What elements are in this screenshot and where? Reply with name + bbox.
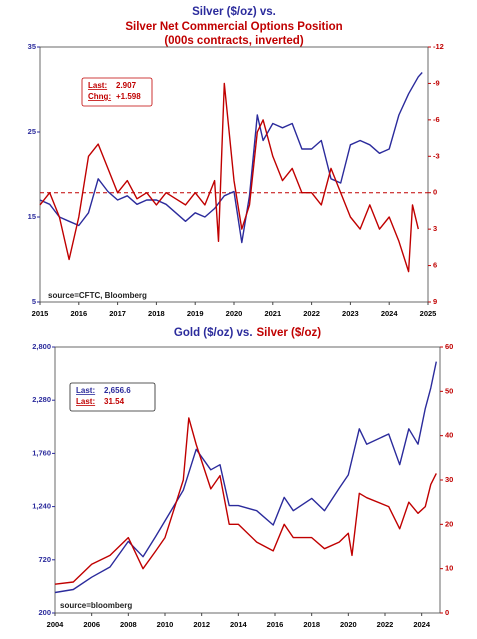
chart-title: Gold ($/oz) vs. Silver ($/oz) — [174, 327, 321, 339]
y-tick-label: 35 — [28, 42, 36, 51]
y2-tick-label: 50 — [445, 386, 453, 395]
title-part: Silver Net Commercial Options Position — [125, 21, 342, 33]
title-part: Gold ($/oz) vs. — [174, 327, 253, 339]
y-tick-label: 25 — [28, 127, 36, 136]
chart-title: Silver Net Commercial Options Position — [125, 21, 342, 33]
title-part: Silver ($/oz) vs. — [192, 6, 276, 18]
annotation-value: 2.907 — [116, 81, 137, 90]
annotation-box — [81, 77, 153, 107]
x-tick-label: 2022 — [303, 309, 320, 318]
x-tick-label: 2022 — [377, 620, 394, 629]
source-note: source=CFTC, Bloomberg — [48, 291, 147, 300]
annotation-label: Last: — [76, 386, 95, 395]
y-tick-label: 5 — [32, 297, 36, 306]
y2-tick-label: 60 — [445, 342, 453, 351]
x-tick-label: 2017 — [109, 309, 126, 318]
x-tick-label: 2025 — [420, 309, 437, 318]
y-tick-label: 2,280 — [32, 395, 51, 404]
y2-tick-label: 30 — [445, 475, 453, 484]
y2-tick-label: 3 — [433, 224, 437, 233]
x-tick-label: 2008 — [120, 620, 137, 629]
source-note: source=bloomberg — [60, 601, 132, 610]
title-part: Silver ($/oz) — [257, 327, 322, 339]
x-tick-label: 2014 — [230, 620, 248, 629]
y-tick-label: 200 — [38, 608, 51, 617]
chart-title: (000s contracts, inverted) — [164, 35, 304, 47]
x-tick-label: 2023 — [342, 309, 359, 318]
y2-tick-label: -6 — [433, 115, 440, 124]
y-tick-label: 720 — [38, 555, 51, 564]
chart-title: Silver ($/oz) vs. — [192, 6, 276, 18]
y-tick-label: 2,800 — [32, 342, 51, 351]
x-tick-label: 2006 — [83, 620, 100, 629]
x-tick-label: 2004 — [47, 620, 65, 629]
series-line — [54, 417, 437, 585]
x-tick-label: 2024 — [381, 309, 399, 318]
annotation-label: Chng: — [88, 92, 111, 101]
annotation-label: Last: — [76, 397, 95, 406]
y2-tick-label: 9 — [433, 297, 437, 306]
x-tick-label: 2012 — [193, 620, 210, 629]
annotation-value: 2,656.6 — [104, 386, 131, 395]
title-part: (000s contracts, inverted) — [164, 35, 304, 47]
series-line — [39, 72, 423, 244]
y2-tick-label: 40 — [445, 431, 453, 440]
x-tick-label: 2024 — [413, 620, 431, 629]
annotation-label: Last: — [88, 81, 107, 90]
x-tick-label: 2016 — [267, 620, 284, 629]
y2-tick-label: -9 — [433, 78, 440, 87]
x-tick-label: 2010 — [157, 620, 174, 629]
y2-tick-label: 0 — [433, 188, 437, 197]
y-tick-label: 1,760 — [32, 448, 51, 457]
y2-tick-label: 0 — [445, 608, 449, 617]
annotation-value: +1.598 — [116, 92, 141, 101]
x-tick-label: 2016 — [70, 309, 87, 318]
y2-tick-label: 10 — [445, 564, 453, 573]
x-tick-label: 2020 — [226, 309, 243, 318]
x-tick-label: 2018 — [148, 309, 165, 318]
x-tick-label: 2020 — [340, 620, 357, 629]
x-tick-label: 2021 — [264, 309, 281, 318]
annotation-box — [69, 382, 156, 412]
y2-tick-label: 20 — [445, 519, 453, 528]
x-tick-label: 2015 — [32, 309, 49, 318]
annotation-value: 31.54 — [104, 397, 125, 406]
y2-tick-label: -3 — [433, 151, 440, 160]
x-tick-label: 2018 — [303, 620, 320, 629]
y-tick-label: 15 — [28, 212, 36, 221]
series-line — [54, 361, 437, 594]
y2-tick-label: 6 — [433, 261, 437, 270]
series-line — [39, 82, 419, 273]
y-tick-label: 1,240 — [32, 502, 51, 511]
y2-tick-label: -12 — [433, 42, 444, 51]
x-tick-label: 2019 — [187, 309, 204, 318]
